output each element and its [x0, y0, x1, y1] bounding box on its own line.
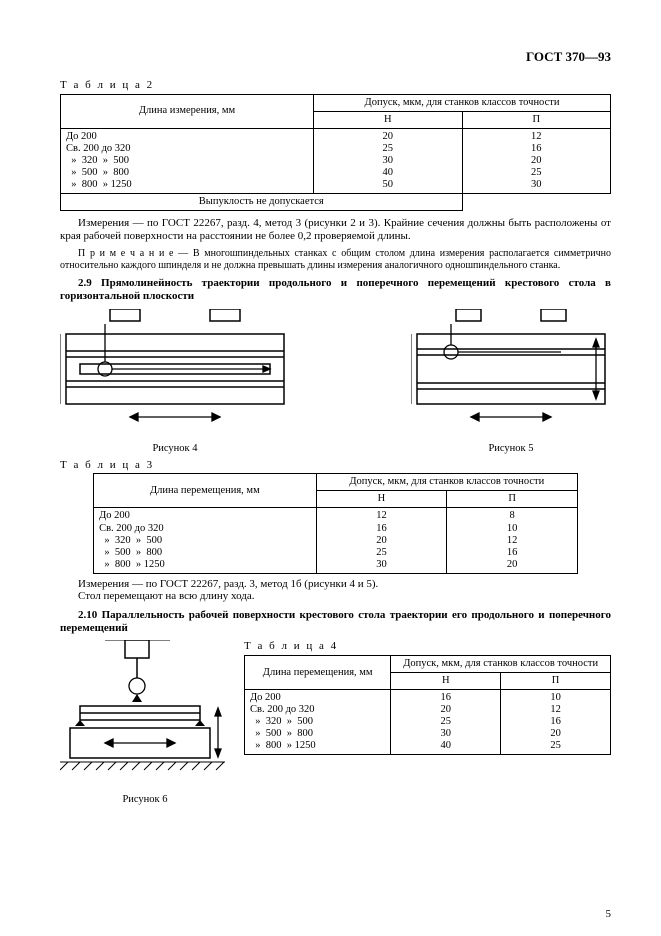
t4-p-4: 25: [506, 740, 605, 752]
figure4-caption: Рисунок 4: [60, 443, 290, 455]
figure-5: Рисунок 5: [411, 309, 611, 455]
heading-2-10: 2.10 Параллельность рабочей поверхности …: [60, 609, 611, 634]
t2-n-3: 40: [319, 167, 457, 179]
t4-n-2: 25: [396, 716, 495, 728]
t3-p-4: 20: [452, 559, 572, 571]
table3-label: Т а б л и ц а 3: [60, 459, 611, 472]
table3-head-n: Н: [316, 491, 447, 508]
figure-4: Рисунок 4: [60, 309, 290, 455]
table3: Длина перемещения, мм Допуск, мкм, для с…: [93, 473, 578, 573]
t4-p-3: 20: [506, 728, 605, 740]
t3-p-0: 8: [452, 510, 572, 522]
t2-len-1: Св. 200 до 320: [66, 143, 308, 155]
t3-n-2: 20: [322, 535, 442, 547]
t2-len-3: » 500 » 800: [66, 167, 308, 179]
figure5-caption: Рисунок 5: [411, 443, 611, 455]
heading-2-9: 2.9 Прямолинейность траектории продольно…: [60, 277, 611, 302]
figure-6: Рисунок 6: [60, 640, 230, 806]
para-table-move: Стол перемещают на всю длину хода.: [60, 590, 611, 603]
t4-n-3: 30: [396, 728, 495, 740]
t4-n-1: 20: [396, 704, 495, 716]
table2-footer: Выпуклость не допускается: [61, 194, 463, 211]
t4-p-2: 16: [506, 716, 605, 728]
t2-n-1: 25: [319, 143, 457, 155]
para-measurements-ref-2: Измерения — по ГОСТ 22267, разд. 3, мето…: [60, 578, 611, 591]
table4-head-tol: Допуск, мкм, для станков классов точност…: [391, 655, 611, 672]
t2-p-2: 20: [468, 155, 606, 167]
t4-len-4: » 800 » 1250: [250, 740, 385, 752]
t3-p-1: 10: [452, 523, 572, 535]
table4-head-n: Н: [391, 673, 501, 690]
table2-head-length: Длина измерения, мм: [61, 94, 314, 128]
t3-len-3: » 500 » 800: [99, 547, 311, 559]
table2-label: Т а б л и ц а 2: [60, 79, 611, 92]
t3-len-1: Св. 200 до 320: [99, 523, 311, 535]
t3-len-4: » 800 » 1250: [99, 559, 311, 571]
document-title: ГОСТ 370—93: [60, 50, 611, 65]
t4-len-2: » 320 » 500: [250, 716, 385, 728]
t2-n-4: 50: [319, 179, 457, 191]
t2-p-4: 30: [468, 179, 606, 191]
t3-n-1: 16: [322, 523, 442, 535]
t2-p-0: 12: [468, 131, 606, 143]
t3-len-2: » 320 » 500: [99, 535, 311, 547]
t3-len-0: До 200: [99, 510, 311, 522]
t3-n-0: 12: [322, 510, 442, 522]
table2-head-p: П: [462, 111, 611, 128]
page-number: 5: [606, 908, 612, 920]
table4: Длина перемещения, мм Допуск, мкм, для с…: [244, 655, 611, 755]
t2-p-3: 25: [468, 167, 606, 179]
t3-n-4: 30: [322, 559, 442, 571]
table4-label: Т а б л и ц а 4: [244, 640, 611, 653]
t2-p-1: 16: [468, 143, 606, 155]
table-row: До 200 Св. 200 до 320 » 320 » 500 » 500 …: [94, 508, 578, 573]
t2-len-2: » 320 » 500: [66, 155, 308, 167]
table2: Длина измерения, мм Допуск, мкм, для ста…: [60, 94, 611, 212]
para-measurements-ref-1: Измерения — по ГОСТ 22267, разд. 4, мето…: [60, 217, 611, 242]
t4-n-0: 16: [396, 692, 495, 704]
table2-head-n: Н: [314, 111, 463, 128]
t2-len-0: До 200: [66, 131, 308, 143]
table3-head-length: Длина перемещения, мм: [94, 474, 317, 508]
t4-p-0: 10: [506, 692, 605, 704]
t3-n-3: 25: [322, 547, 442, 559]
note-multispindle: П р и м е ч а н и е — В многошпиндельных…: [60, 248, 611, 271]
table4-head-p: П: [501, 673, 611, 690]
t4-p-1: 12: [506, 704, 605, 716]
t4-len-0: До 200: [250, 692, 385, 704]
t4-n-4: 40: [396, 740, 495, 752]
table2-head-tol: Допуск, мкм, для станков классов точност…: [314, 94, 611, 111]
t4-len-1: Св. 200 до 320: [250, 704, 385, 716]
t4-len-3: » 500 » 800: [250, 728, 385, 740]
t2-len-4: » 800 » 1250: [66, 179, 308, 191]
table-row: До 200 Св. 200 до 320 » 320 » 500 » 500 …: [245, 690, 611, 755]
t2-n-2: 30: [319, 155, 457, 167]
t3-p-3: 16: [452, 547, 572, 559]
figure6-caption: Рисунок 6: [60, 794, 230, 806]
table4-head-length: Длина перемещения, мм: [245, 655, 391, 689]
table-row: Выпуклость не допускается: [61, 194, 611, 211]
table3-head-tol: Допуск, мкм, для станков классов точност…: [316, 474, 577, 491]
t2-n-0: 20: [319, 131, 457, 143]
t3-p-2: 12: [452, 535, 572, 547]
table3-head-p: П: [447, 491, 578, 508]
